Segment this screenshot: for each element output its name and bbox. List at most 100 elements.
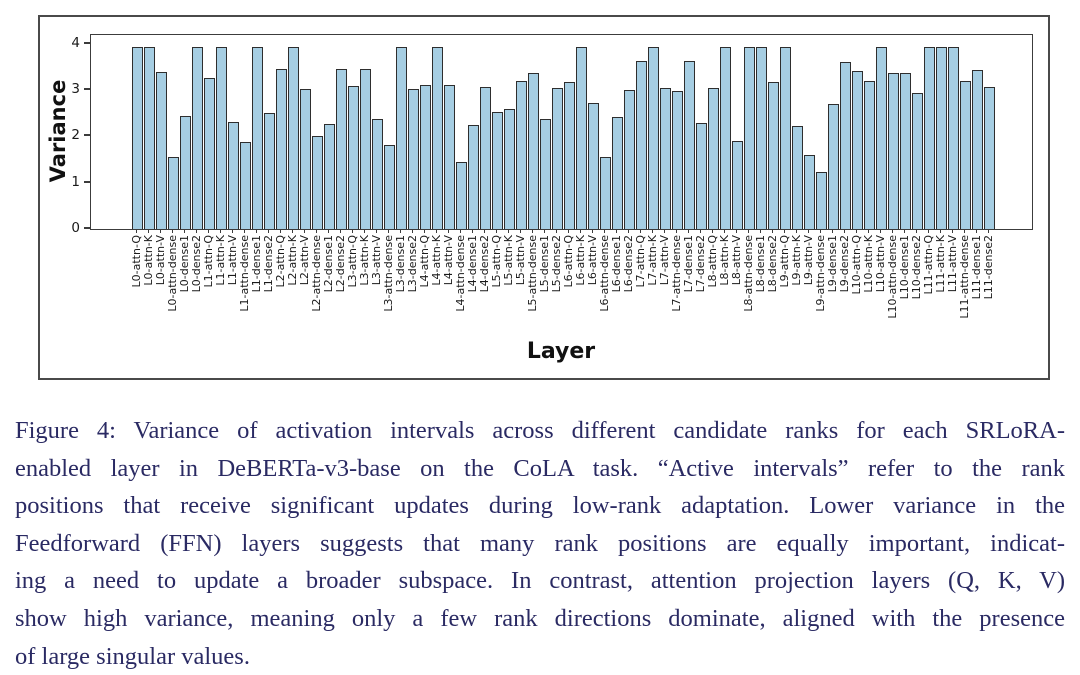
x-tick-mark <box>544 229 545 233</box>
bar <box>528 73 539 229</box>
bar <box>324 124 335 229</box>
x-tick-mark <box>328 229 329 233</box>
bar <box>756 47 767 229</box>
bar <box>300 89 311 229</box>
bar <box>516 81 527 229</box>
y-tick-mark <box>84 88 90 91</box>
x-tick-mark <box>556 229 557 233</box>
bar <box>600 157 611 229</box>
bar <box>204 78 215 229</box>
x-tick-mark <box>616 229 617 233</box>
y-tick-label: 2 <box>71 127 80 144</box>
x-tick-mark <box>988 229 989 233</box>
bar <box>336 69 347 229</box>
x-tick-mark <box>712 229 713 233</box>
caption-line: Figure 4: Variance of activation interva… <box>15 417 1065 444</box>
bar <box>900 73 911 229</box>
bar <box>408 89 419 229</box>
x-tick-mark <box>760 229 761 233</box>
x-tick-mark <box>844 229 845 233</box>
x-tick-mark <box>592 229 593 233</box>
plot-area <box>90 34 1033 230</box>
x-tick-mark <box>748 229 749 233</box>
x-tick-mark <box>520 229 521 233</box>
x-tick-mark <box>496 229 497 233</box>
x-tick-mark <box>184 229 185 233</box>
bar <box>348 86 359 229</box>
x-tick-mark <box>532 229 533 233</box>
caption-line: positions that receive significant updat… <box>15 492 1065 520</box>
bar <box>588 103 599 229</box>
x-tick-mark <box>964 229 965 233</box>
x-tick-mark <box>796 229 797 233</box>
x-tick-mark <box>460 229 461 233</box>
x-tick-mark <box>640 229 641 233</box>
bar <box>876 47 887 229</box>
caption-line: enabled layer in DeBERTa-v3-base on the … <box>15 454 1065 482</box>
x-tick-mark <box>388 229 389 233</box>
bar <box>840 62 851 229</box>
bar <box>420 85 431 229</box>
bar <box>444 85 455 229</box>
x-tick-mark <box>376 229 377 233</box>
y-tick-label: 0 <box>71 220 80 236</box>
y-tick-label: 4 <box>71 34 80 51</box>
x-tick-mark <box>868 229 869 233</box>
bar <box>924 47 935 229</box>
y-tick-label: 1 <box>71 173 80 190</box>
bar <box>804 155 815 229</box>
caption-line: of large singular values. <box>15 642 250 670</box>
bar <box>576 47 587 229</box>
bar <box>816 172 827 229</box>
x-tick-mark <box>484 229 485 233</box>
y-tick-mark <box>84 180 90 183</box>
x-tick-mark <box>220 229 221 233</box>
bar <box>972 70 983 229</box>
bar <box>936 47 947 229</box>
bar <box>372 119 383 229</box>
x-tick-mark <box>568 229 569 233</box>
bar <box>192 47 203 229</box>
bar <box>684 61 695 229</box>
y-tick-mark <box>84 227 90 229</box>
x-tick-mark <box>856 229 857 233</box>
x-tick-mark <box>244 229 245 233</box>
bar <box>564 82 575 229</box>
bar <box>156 72 167 229</box>
x-tick-mark <box>772 229 773 233</box>
x-tick-mark <box>664 229 665 233</box>
x-tick-mark <box>904 229 905 233</box>
x-tick-mark <box>436 229 437 233</box>
y-tick-label: 3 <box>71 81 80 98</box>
bar <box>432 47 443 229</box>
bar <box>624 90 635 229</box>
bar <box>360 69 371 229</box>
x-tick-mark <box>832 229 833 233</box>
x-tick-mark <box>232 229 233 233</box>
bar <box>216 47 227 229</box>
x-tick-mark <box>280 229 281 233</box>
x-tick-mark <box>160 229 161 233</box>
bar <box>144 47 155 229</box>
x-tick-mark <box>976 229 977 233</box>
x-tick-mark <box>892 229 893 233</box>
bar <box>396 47 407 229</box>
bar <box>636 61 647 229</box>
bar <box>492 112 503 229</box>
bar <box>792 126 803 229</box>
bar <box>180 116 191 229</box>
bar <box>648 47 659 229</box>
x-tick-mark <box>352 229 353 233</box>
bar <box>852 71 863 229</box>
bar <box>912 93 923 229</box>
x-tick-mark <box>820 229 821 233</box>
bar <box>864 81 875 229</box>
bar <box>312 136 323 229</box>
figure-caption: Figure 4: Variance of activation interva… <box>15 412 1065 675</box>
x-tick-mark <box>952 229 953 233</box>
bar <box>168 157 179 229</box>
x-tick-mark <box>292 229 293 233</box>
bar <box>732 141 743 229</box>
bar <box>948 47 959 229</box>
